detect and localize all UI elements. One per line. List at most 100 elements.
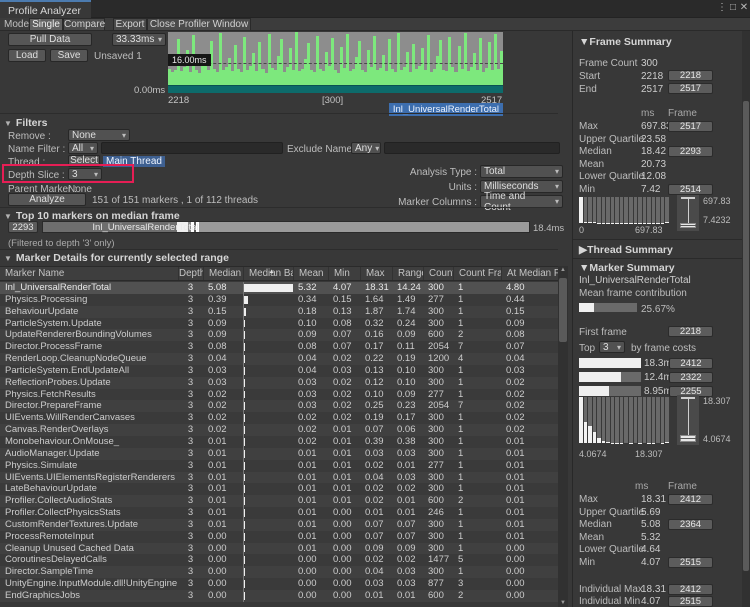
table-row[interactable]: CustomRenderTextures.Update 3 0.01 0.01 …: [0, 519, 558, 531]
col-depth[interactable]: Depth: [178, 267, 203, 280]
analyze-button[interactable]: Analyze: [8, 193, 86, 206]
thread-summary-header[interactable]: ▶Thread Summary: [579, 244, 673, 256]
close-icon[interactable]: ✕: [738, 2, 750, 14]
table-row[interactable]: ReflectionProbes.Update 3 0.03 0.03 0.02…: [0, 377, 558, 389]
table-row[interactable]: ParticleSystem.EndUpdateAll 3 0.03 0.04 …: [0, 365, 558, 377]
end-frame-button[interactable]: 2517: [668, 83, 713, 94]
frame-time-chart[interactable]: 16.00ms: [168, 32, 503, 93]
table-row[interactable]: Profiler.CollectPhysicsStats 3 0.01 0.01…: [0, 507, 558, 519]
panel-scrollbar-thumb[interactable]: [743, 101, 749, 571]
save-button[interactable]: Save: [50, 49, 88, 62]
table-scrollbar-thumb[interactable]: [559, 278, 567, 342]
frame-summary-header[interactable]: ▼Frame Summary: [579, 36, 672, 48]
col-range[interactable]: Range: [392, 267, 423, 280]
marker-summary-header[interactable]: ▼Marker Summary: [579, 262, 675, 274]
table-row[interactable]: Inl_UniversalRenderTotal 3 5.08 5.32 4.0…: [0, 282, 558, 294]
scroll-up-icon[interactable]: ▲: [558, 267, 568, 273]
panel-scrollbar[interactable]: [742, 31, 750, 607]
analysis-type-dropdown[interactable]: Total▾: [480, 165, 563, 178]
top10-bar-label: Inl_UniversalRenderTotal: [42, 222, 249, 233]
cell-range: 0.03: [392, 578, 423, 590]
mode-compare-button[interactable]: Compare: [63, 18, 105, 31]
table-row[interactable]: UpdateRendererBoundingVolumes 3 0.09 0.0…: [0, 329, 558, 341]
table-row[interactable]: LateBehaviourUpdate 3 0.01 0.01 0.01 0.0…: [0, 483, 558, 495]
top-n-dropdown[interactable]: 3▾: [599, 341, 625, 353]
col-mean[interactable]: Mean: [293, 267, 328, 280]
name-filter-mode-dropdown[interactable]: All▾: [68, 142, 98, 154]
histogram-bucket: [634, 197, 638, 223]
name-filter-input[interactable]: [101, 142, 283, 154]
table-row[interactable]: Physics.FetchResults 3 0.02 0.03 0.02 0.…: [0, 389, 558, 401]
filters-header[interactable]: ▼Filters: [4, 117, 47, 129]
frame-time-scale-dropdown[interactable]: 33.33ms ▾: [112, 33, 166, 46]
table-row[interactable]: Monobehaviour.OnMouse_ 3 0.01 0.02 0.01 …: [0, 436, 558, 448]
stat-frame-button[interactable]: 2515: [668, 557, 713, 568]
table-row[interactable]: RenderLoop.CleanupNodeQueue 3 0.04 0.04 …: [0, 353, 558, 365]
table-row[interactable]: Director.PrepareFrame 3 0.02 0.03 0.02 0…: [0, 400, 558, 412]
stat-frame-button[interactable]: 2515: [668, 596, 713, 607]
table-row[interactable]: EndGraphicsJobs 3 0.00 0.00 0.00 0.01 0.…: [0, 590, 558, 602]
scroll-down-icon[interactable]: ▼: [558, 600, 568, 606]
cell-median-bar: [243, 400, 293, 412]
thread-select-button[interactable]: Select: [68, 155, 100, 167]
table-row[interactable]: ProcessRemoteInput 3 0.00 0.01 0.00 0.07…: [0, 531, 558, 543]
table-scrollbar[interactable]: ▲ ▼: [558, 266, 568, 607]
table-row[interactable]: Physics.Processing 3 0.39 0.34 0.15 1.64…: [0, 294, 558, 306]
table-row[interactable]: BehaviourUpdate 3 0.15 0.18 0.13 1.87 1.…: [0, 306, 558, 318]
table-row[interactable]: UIEvents.WillRenderCanvases 3 0.02 0.02 …: [0, 412, 558, 424]
table-row[interactable]: Director.ProcessFrame 3 0.08 0.08 0.07 0…: [0, 341, 558, 353]
exclude-names-input[interactable]: [384, 142, 560, 154]
depth-slice-dropdown[interactable]: 3▾: [68, 168, 102, 180]
exclude-mode-dropdown[interactable]: Any▾: [351, 142, 381, 154]
table-row[interactable]: ParticleSystem.Update 3 0.09 0.10 0.08 0…: [0, 318, 558, 330]
stat-frame-button[interactable]: 2514: [668, 184, 713, 195]
stat-frame-button[interactable]: 2293: [668, 146, 713, 157]
stat-frame-button[interactable]: 2412: [668, 584, 713, 595]
table-row[interactable]: CoroutinesDelayedCalls 3 0.00 0.00 0.00 …: [0, 554, 558, 566]
col-median-bar[interactable]: ▲Median Bar: [243, 267, 293, 280]
selected-marker-chip[interactable]: Inl_UniversalRenderTotal: [389, 103, 503, 116]
tab-profile-analyzer[interactable]: Profile Analyzer: [0, 0, 91, 18]
cell-range: 0.03: [392, 472, 423, 484]
table-row[interactable]: Physics.Simulate 3 0.01 0.01 0.01 0.02 0…: [0, 460, 558, 472]
table-row[interactable]: Cleanup Unused Cached Data 3 0.00 0.01 0…: [0, 543, 558, 555]
col-min[interactable]: Min: [328, 267, 360, 280]
close-profiler-window-button[interactable]: Close Profiler Window: [147, 18, 251, 31]
histogram-bucket: [606, 397, 610, 443]
cell-mean: 0.00: [293, 578, 328, 590]
col-median[interactable]: Median: [203, 267, 243, 280]
top10-note: (Filtered to depth '3' only): [8, 238, 115, 249]
col-at-median-frame[interactable]: At Median Frame: [501, 267, 558, 280]
histogram-fill: [602, 441, 606, 443]
col-count-frame[interactable]: Count Frame: [453, 267, 501, 280]
mode-single-button[interactable]: Single: [29, 18, 63, 31]
pull-data-button[interactable]: Pull Data: [8, 33, 92, 46]
load-button[interactable]: Load: [8, 49, 46, 62]
remove-dropdown[interactable]: None▾: [68, 129, 130, 141]
stat-frame-button[interactable]: 2364: [668, 519, 713, 530]
table-row[interactable]: Director.SampleTime 3 0.00 0.00 0.00 0.0…: [0, 566, 558, 578]
table-row[interactable]: Canvas.RenderOverlays 3 0.02 0.02 0.01 0…: [0, 424, 558, 436]
sort-icon: ▲: [269, 267, 275, 279]
top10-frame-button[interactable]: 2293: [8, 221, 38, 233]
table-row[interactable]: AudioManager.Update 3 0.01 0.01 0.01 0.0…: [0, 448, 558, 460]
stat-frame-button[interactable]: 2517: [668, 121, 713, 132]
col-count[interactable]: Count: [423, 267, 453, 280]
cost-frame-button[interactable]: 2412: [669, 358, 713, 369]
cell-median-bar: [243, 389, 293, 401]
table-row[interactable]: Profiler.CollectAudioStats 3 0.01 0.01 0…: [0, 495, 558, 507]
col-marker-name[interactable]: Marker Name: [0, 267, 178, 280]
col-max[interactable]: Max: [360, 267, 392, 280]
export-button[interactable]: Export: [113, 18, 147, 31]
table-row[interactable]: UIEvents.UIElementsRegisterRenderers 3 0…: [0, 472, 558, 484]
first-frame-button[interactable]: 2218: [668, 326, 713, 337]
cost-frame-button[interactable]: 2322: [669, 372, 713, 383]
histogram-bucket: [588, 197, 592, 223]
stat-frame-button[interactable]: 2412: [668, 494, 713, 505]
marker-details-header[interactable]: ▼Marker Details for currently selected r…: [4, 252, 229, 264]
cell-median: 0.00: [203, 578, 243, 590]
cell-median: 0.01: [203, 507, 243, 519]
table-row[interactable]: UnityEngine.InputModule.dll!UnityEngineI…: [0, 578, 558, 590]
start-frame-button[interactable]: 2218: [668, 70, 713, 81]
cell-median: 0.01: [203, 495, 243, 507]
